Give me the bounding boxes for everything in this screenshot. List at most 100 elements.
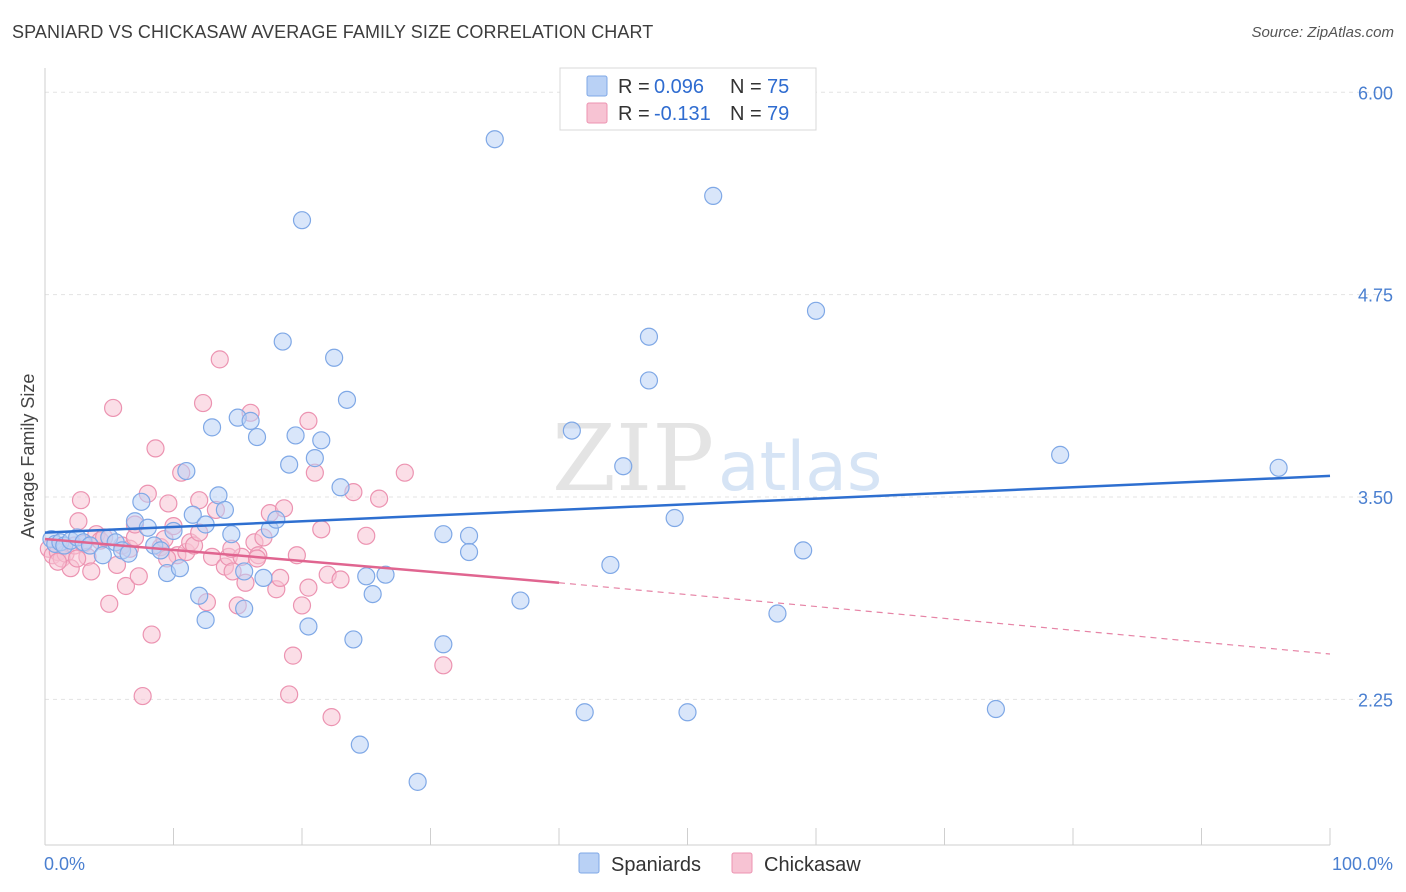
chickasaw-point	[100, 594, 119, 613]
spaniards-point	[292, 211, 312, 230]
chickasaw-point	[129, 567, 148, 586]
spaniards-point	[344, 630, 363, 649]
stats-legend: R = 0.096 N = 75 R = -0.131 N = 79	[559, 67, 817, 131]
spaniards-point	[665, 508, 684, 528]
chickasaw-point	[69, 512, 88, 531]
spaniards-point	[1269, 458, 1288, 477]
spaniards-point	[215, 500, 234, 520]
legend-swatch-spaniards	[578, 852, 600, 874]
chickasaw-point	[312, 520, 331, 539]
chickasaw-point	[48, 552, 67, 571]
spaniards-point	[202, 418, 222, 437]
spaniards-point	[235, 599, 254, 618]
series-legend: Spaniards Chickasaw	[578, 852, 861, 876]
chickasaw-point	[370, 489, 389, 508]
spaniards-point	[286, 426, 305, 445]
stats-r-label-spaniards: R =	[618, 76, 650, 98]
stats-r-value-spaniards: 0.096	[654, 76, 704, 98]
chickasaw-point	[133, 686, 152, 706]
stats-swatch-spaniards	[586, 75, 608, 97]
watermark-atlas: atlas	[718, 428, 882, 507]
spaniards-point	[331, 478, 350, 497]
spaniards-point	[241, 411, 260, 430]
spaniards-point	[299, 617, 318, 636]
chart-title: SPANIARD VS CHICKASAW AVERAGE FAMILY SIZ…	[12, 22, 654, 42]
stats-r-value-chickasaw: -0.131	[654, 103, 711, 125]
stats-n-value-spaniards: 75	[767, 76, 789, 98]
legend-label-spaniards: Spaniards	[611, 854, 701, 876]
spaniards-point	[254, 568, 273, 588]
spaniards-point	[305, 449, 324, 468]
spaniards-point	[222, 525, 241, 544]
spaniards-point	[350, 735, 369, 754]
stats-n-label-chickasaw: N =	[730, 103, 762, 125]
chickasaw-point	[82, 562, 101, 581]
spaniards-point	[768, 604, 787, 623]
spaniards-point	[434, 525, 453, 544]
spaniards-point	[459, 542, 479, 562]
spaniards-point	[806, 301, 826, 320]
spaniards-point	[325, 348, 344, 367]
spaniards-point	[986, 699, 1006, 719]
spaniards-point	[93, 546, 112, 565]
spaniards-point	[337, 390, 357, 409]
x-tick-label-max: 100.0%	[1332, 854, 1393, 874]
chickasaw-point	[292, 596, 312, 615]
spaniards-point	[601, 555, 620, 575]
x-tick-label-min: 0.0%	[44, 854, 85, 874]
chickasaw-point	[159, 494, 178, 513]
spaniards-point	[273, 332, 292, 351]
spaniards-point	[678, 703, 697, 722]
chickasaw-point	[68, 549, 87, 568]
spaniards-point	[170, 559, 190, 578]
chickasaw-point	[357, 526, 376, 545]
spaniards-point	[639, 371, 659, 390]
spaniards-point	[614, 457, 633, 476]
spaniards-point	[132, 492, 151, 511]
chickasaw-point	[434, 656, 453, 675]
spaniards-point	[363, 584, 382, 604]
spaniards-point	[177, 461, 196, 481]
stats-n-label-spaniards: N =	[730, 76, 762, 98]
chickasaw-point	[322, 708, 341, 727]
chickasaw-point	[104, 398, 123, 418]
spaniards-point	[280, 455, 299, 474]
chickasaw-point	[116, 576, 136, 596]
chickasaw-point	[146, 439, 165, 458]
stats-n-value-chickasaw: 79	[767, 103, 789, 125]
stats-swatch-chickasaw	[586, 102, 608, 124]
y-axis-title: Average Family Size	[18, 374, 38, 539]
chickasaw-trend-line	[44, 537, 560, 585]
spaniards-point	[247, 427, 267, 447]
chickasaw-point	[271, 568, 290, 588]
stats-r-label-chickasaw: R =	[618, 103, 650, 125]
spaniards-point	[459, 526, 479, 545]
chickasaw-trend-extension	[558, 582, 1331, 655]
spaniards-point	[704, 186, 723, 205]
y-tick-label: 2.25	[1358, 690, 1393, 710]
watermark-zip: ZIP	[552, 405, 714, 512]
spaniards-point	[562, 421, 581, 440]
legend-label-chickasaw: Chickasaw	[764, 854, 861, 876]
legend-swatch-chickasaw	[731, 852, 753, 874]
spaniards-point	[267, 510, 286, 529]
chickasaw-point	[331, 570, 350, 589]
spaniards-point	[511, 591, 530, 610]
chickasaw-point	[71, 491, 91, 510]
chickasaw-point	[299, 578, 318, 597]
spaniards-point	[575, 703, 594, 722]
chickasaw-point	[193, 393, 213, 413]
spaniards-points	[42, 130, 1288, 791]
grid-lines	[45, 91, 1390, 700]
spaniards-point	[183, 505, 202, 524]
spaniards-point	[196, 610, 215, 630]
spaniards-point	[376, 565, 395, 584]
trend-lines	[44, 474, 1331, 655]
y-tick-label: 4.75	[1358, 286, 1393, 306]
spaniards-point	[434, 635, 453, 654]
chickasaw-point	[283, 646, 303, 665]
spaniards-point	[357, 567, 376, 586]
spaniards-point	[312, 431, 331, 450]
spaniards-point	[408, 772, 427, 791]
y-tick-label: 3.50	[1358, 488, 1393, 508]
